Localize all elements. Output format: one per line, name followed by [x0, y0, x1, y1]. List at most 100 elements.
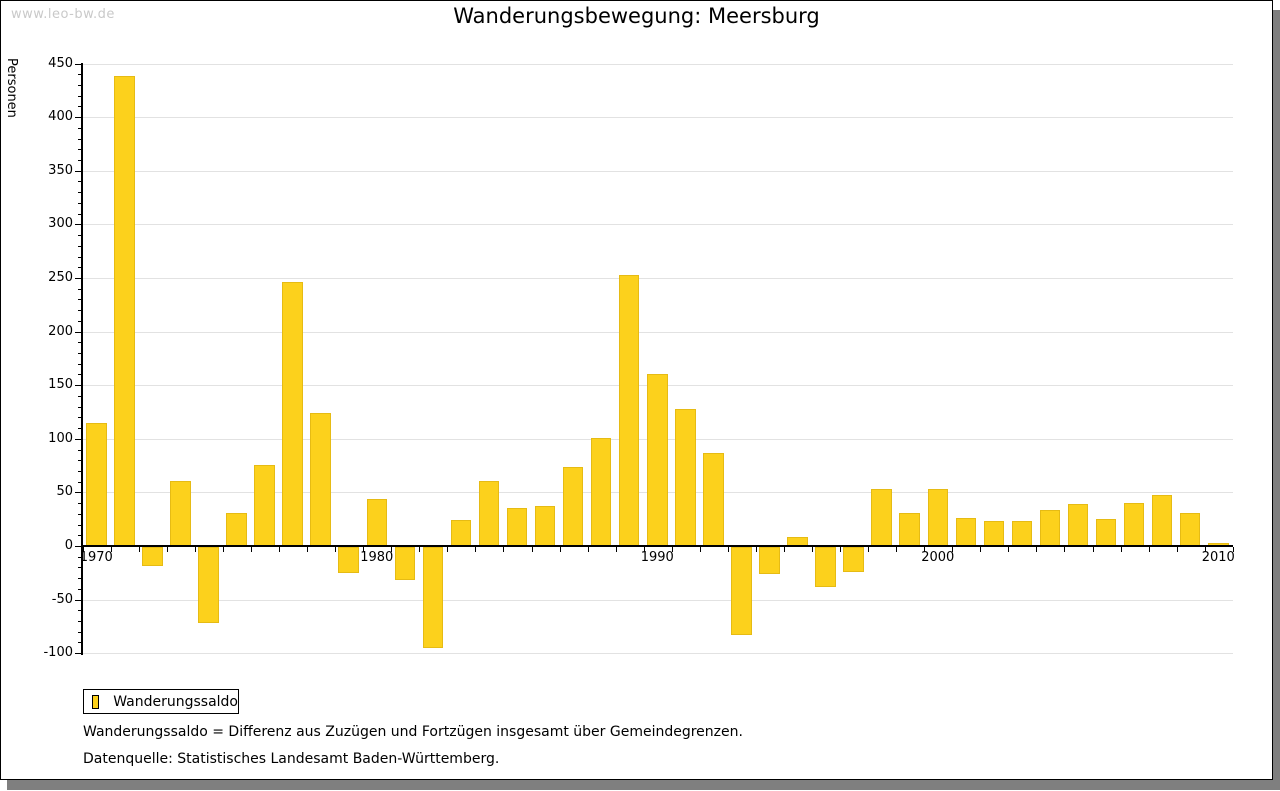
x-axis-tick-label: 1970 — [79, 550, 113, 565]
bar-1975 — [226, 512, 247, 546]
y-axis-minor-tick — [78, 524, 81, 526]
y-axis-minor-tick — [78, 256, 81, 258]
y-axis-minor-tick — [78, 642, 81, 644]
y-axis-minor-tick — [78, 428, 81, 430]
x-axis-tick — [166, 547, 168, 552]
watermark: www.leo-bw.de — [11, 7, 115, 22]
y-axis-minor-tick — [78, 235, 81, 237]
footnote-definition: Wanderungssaldo = Differenz aus Zuzügen … — [83, 724, 743, 740]
x-axis-tick — [952, 547, 954, 552]
y-axis-minor-tick — [78, 181, 81, 183]
bar-1982 — [422, 547, 444, 648]
x-axis-tick — [812, 547, 813, 552]
x-axis-tick — [643, 547, 645, 552]
bar-1990 — [647, 374, 668, 546]
y-axis-minor-tick — [78, 417, 81, 419]
gridline — [81, 117, 1233, 119]
legend-swatch — [92, 694, 100, 709]
bar-1971 — [114, 76, 135, 546]
y-axis-tick — [75, 653, 81, 655]
bar-1999 — [899, 512, 920, 546]
y-axis-tick — [75, 599, 81, 601]
x-axis-tick — [1232, 547, 1234, 552]
y-axis-tick — [75, 117, 81, 119]
y-axis-title: Personen — [4, 58, 19, 118]
y-axis-tick-label: -100 — [43, 645, 73, 661]
y-axis-minor-tick — [78, 449, 81, 451]
x-axis-line — [81, 545, 1233, 547]
y-axis-minor-tick — [78, 406, 81, 408]
bar-1988 — [590, 437, 612, 546]
bar-1978 — [310, 413, 331, 546]
gridline — [81, 224, 1233, 226]
gridline — [81, 277, 1233, 279]
y-axis-minor-tick — [78, 299, 81, 301]
bar-1994 — [759, 547, 780, 574]
bar-1992 — [703, 452, 724, 546]
y-axis-minor-tick — [78, 631, 81, 633]
bar-1972 — [142, 547, 163, 567]
bar-1998 — [871, 489, 892, 546]
y-axis-tick-label: 0 — [64, 538, 73, 553]
x-axis-tick — [896, 547, 898, 552]
bar-1976 — [254, 464, 275, 546]
bar-1979 — [338, 547, 359, 573]
x-axis-tick — [1092, 547, 1094, 552]
bar-1981 — [394, 547, 416, 581]
y-axis-minor-tick — [78, 288, 81, 290]
y-axis-tick — [75, 438, 81, 440]
y-axis-minor-tick — [78, 503, 81, 505]
gridline — [81, 170, 1233, 172]
bar-2007 — [1123, 503, 1145, 546]
x-axis-tick — [531, 547, 533, 552]
y-axis-tick — [75, 331, 81, 333]
bar-1986 — [534, 506, 556, 546]
x-axis-tick — [868, 547, 870, 552]
x-axis-tick — [840, 547, 842, 552]
x-axis-tick — [335, 547, 337, 552]
y-axis-minor-tick — [78, 578, 81, 580]
y-axis-minor-tick — [78, 95, 81, 97]
x-axis-tick — [279, 547, 281, 552]
x-axis-tick — [419, 547, 421, 552]
x-axis-tick — [363, 547, 365, 552]
x-axis-tick — [1148, 547, 1150, 552]
footnote-source: Datenquelle: Statistisches Landesamt Bad… — [83, 751, 500, 767]
x-axis-tick-label: 1990 — [640, 550, 674, 565]
bar-2004 — [1039, 509, 1061, 546]
x-axis-tick — [447, 547, 449, 552]
y-axis-minor-tick — [78, 245, 81, 247]
gridline — [81, 653, 1233, 655]
y-axis-minor-tick — [78, 310, 81, 312]
y-axis-minor-tick — [78, 395, 81, 397]
x-axis-tick — [391, 547, 393, 552]
y-axis-tick — [75, 224, 81, 226]
y-axis-tick — [75, 385, 81, 387]
x-axis-tick — [1036, 547, 1038, 552]
x-axis-tick — [671, 547, 673, 552]
x-axis-tick — [587, 547, 589, 552]
bar-1995 — [787, 537, 808, 546]
y-axis-minor-tick — [78, 621, 81, 623]
x-axis-tick — [110, 547, 112, 552]
y-axis-tick-label: 200 — [48, 323, 73, 339]
x-axis-tick — [980, 547, 982, 552]
x-axis-tick — [503, 547, 505, 552]
y-axis-minor-tick — [78, 138, 81, 140]
y-axis-minor-tick — [78, 149, 81, 151]
y-axis-minor-tick — [78, 535, 81, 537]
y-axis-tick-label: 350 — [48, 162, 73, 178]
x-axis-tick — [251, 547, 252, 552]
y-axis-minor-tick — [78, 363, 81, 365]
y-axis-tick-label: 50 — [56, 484, 73, 500]
bar-1977 — [282, 282, 303, 546]
y-axis-tick-label: 150 — [48, 377, 73, 393]
legend-label: Wanderungssaldo — [113, 693, 238, 710]
y-axis-tick — [75, 63, 81, 65]
y-axis-tick — [75, 170, 81, 172]
x-axis-tick — [755, 547, 757, 552]
y-axis-minor-tick — [78, 320, 81, 322]
bar-2009 — [1179, 512, 1201, 546]
bar-1985 — [506, 508, 528, 546]
